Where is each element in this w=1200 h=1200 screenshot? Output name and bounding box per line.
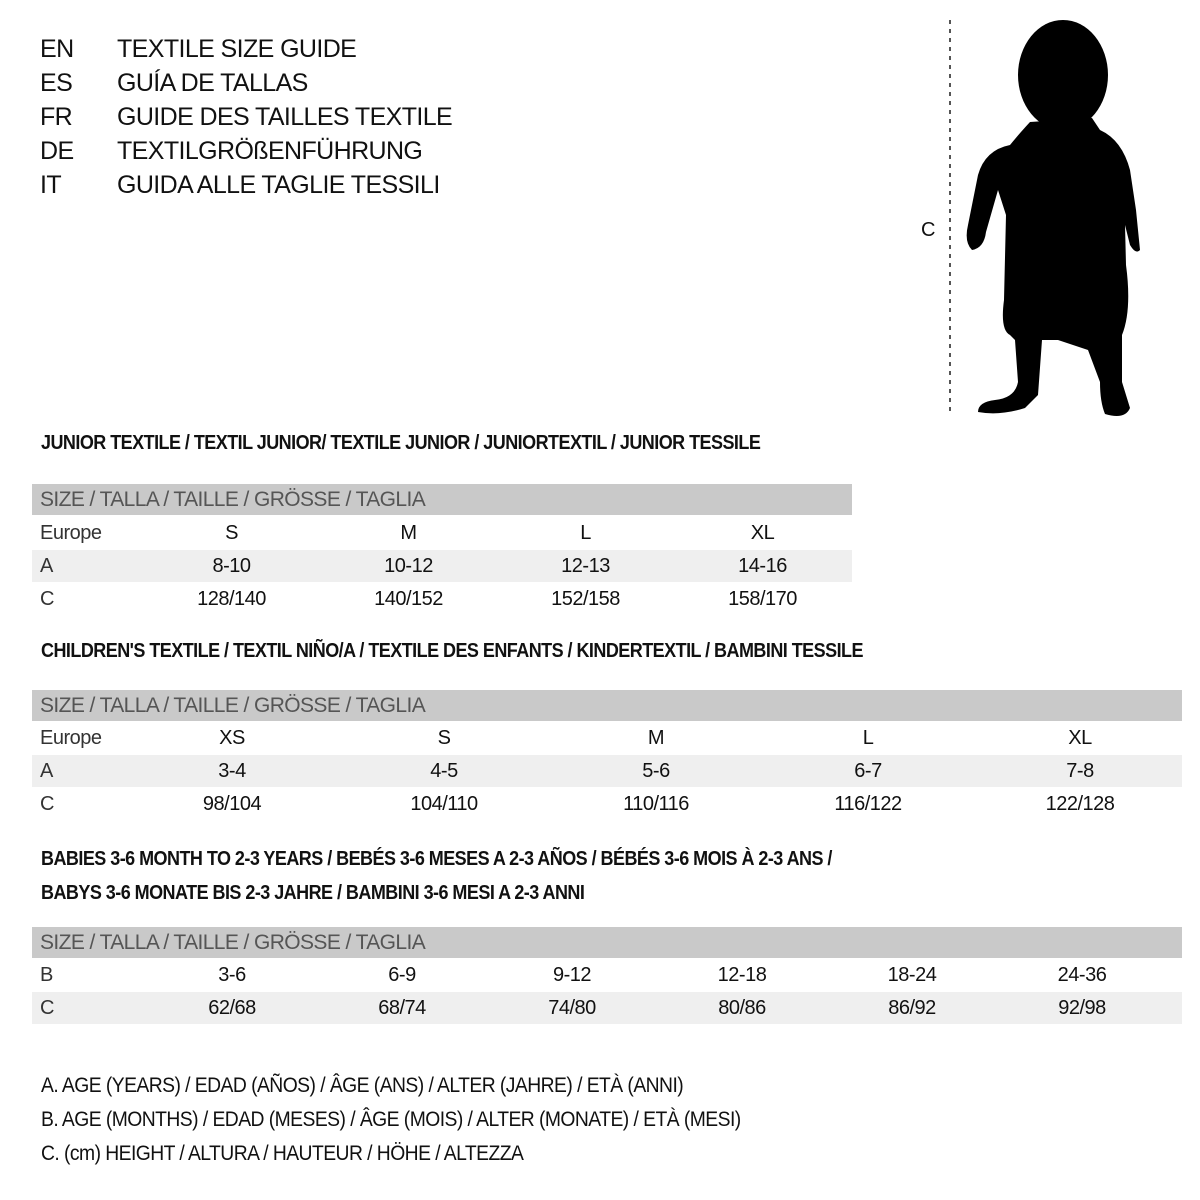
table-cell: 80/86	[718, 996, 766, 1019]
table-cell: 116/122	[834, 792, 902, 815]
title-languages: EN TEXTILE SIZE GUIDE ES GUÍA DE TALLAS FR GU…	[40, 32, 453, 202]
size-table-header: SIZE / TALLA / TAILLE / GRÖSSE / TAGLIA	[32, 484, 852, 515]
table-row: A 3-4 4-5 5-6 6-7 7-8	[32, 755, 1182, 787]
baby-silhouette-icon	[949, 20, 1140, 416]
legend-line: A. AGE (YEARS) / EDAD (AÑOS) / ÂGE (ANS)…	[41, 1074, 684, 1097]
title-line: FR GUIDE DES TAILLES TEXTILE	[40, 100, 453, 134]
row-label: B	[40, 963, 53, 986]
table-cell: 18-24	[887, 963, 937, 986]
table-cell: 110/116	[623, 792, 689, 815]
table-cell: L	[580, 521, 591, 544]
table-row: Europe XS S M L XL	[32, 722, 1182, 754]
section-title: JUNIOR TEXTILE / TEXTIL JUNIOR/ TEXTILE …	[41, 432, 761, 454]
size-table: SIZE / TALLA / TAILLE / GRÖSSE / TAGLIA B…	[32, 927, 1182, 1024]
section-title: BABIES 3-6 MONTH TO 2-3 YEARS / BEBÉS 3-…	[41, 848, 832, 870]
table-cell: 104/110	[410, 792, 478, 815]
table-cell: 12-18	[717, 963, 767, 986]
legend-line: C. (cm) HEIGHT / ALTURA / HAUTEUR / HÖHE…	[41, 1142, 524, 1165]
table-cell: 24-36	[1057, 963, 1107, 986]
table-cell: S	[225, 521, 238, 544]
row-label: Europe	[40, 726, 102, 749]
table-cell: L	[862, 726, 874, 749]
table-cell: 122/128	[1045, 792, 1115, 815]
table-cell: XS	[219, 726, 245, 749]
title-text: GUIDA ALLE TAGLIE TESSILI	[117, 171, 440, 199]
table-row: C 98/104 104/110 110/116 116/122 122/128	[32, 788, 1182, 820]
size-table: SIZE / TALLA / TAILLE / GRÖSSE / TAGLIA E…	[32, 484, 852, 615]
title-text: TEXTILE SIZE GUIDE	[117, 35, 357, 63]
row-label: A	[40, 759, 53, 782]
table-cell: 3-6	[218, 963, 246, 986]
section-title: BABYS 3-6 MONATE BIS 2-3 JAHRE / BAMBINI…	[41, 882, 585, 904]
table-cell: 74/80	[548, 996, 596, 1019]
table-cell: 3-4	[218, 759, 246, 782]
table-cell: 5-6	[642, 759, 670, 782]
title-text: TEXTILGRÖßENFÜHRUNG	[117, 137, 423, 165]
language-code: EN	[40, 35, 74, 63]
legend-line: B. AGE (MONTHS) / EDAD (MESES) / ÂGE (MO…	[41, 1108, 741, 1131]
table-cell: 86/92	[888, 996, 936, 1019]
size-table-header: SIZE / TALLA / TAILLE / GRÖSSE / TAGLIA	[32, 690, 1182, 721]
section-title: CHILDREN'S TEXTILE / TEXTIL NIÑO/A / TEX…	[41, 640, 863, 662]
table-row: B 3-6 6-9 9-12 12-18 18-24 24-36	[32, 959, 1182, 991]
size-table-header: SIZE / TALLA / TAILLE / GRÖSSE / TAGLIA	[32, 927, 1182, 958]
language-code: DE	[40, 137, 74, 165]
table-cell: 152/158	[551, 587, 620, 610]
row-label: Europe	[40, 521, 102, 544]
row-label: C	[40, 792, 54, 815]
table-row: C 128/140 140/152 152/158 158/170	[32, 583, 852, 615]
table-cell: 7-8	[1066, 759, 1094, 782]
table-cell: XL	[750, 521, 775, 544]
table-cell: 4-5	[430, 759, 458, 782]
table-row: Europe S M L XL	[32, 517, 852, 549]
table-cell: 98/104	[202, 792, 262, 815]
table-cell: M	[400, 521, 417, 544]
table-cell: 14-16	[738, 554, 787, 577]
table-cell: XL	[1068, 726, 1092, 749]
table-cell: S	[437, 726, 451, 749]
table-cell: 92/98	[1058, 996, 1106, 1019]
language-code: ES	[40, 69, 73, 97]
table-row: C 62/68 68/74 74/80 80/86 86/92 92/98	[32, 992, 1182, 1024]
row-label: C	[40, 996, 54, 1019]
table-cell: 8-10	[212, 554, 251, 577]
title-text: GUIDE DES TAILLES TEXTILE	[117, 103, 453, 131]
height-measure-label: C	[921, 219, 936, 241]
title-line: IT GUIDA ALLE TAGLIE TESSILI	[40, 168, 452, 202]
table-cell: M	[647, 726, 665, 749]
size-table: SIZE / TALLA / TAILLE / GRÖSSE / TAGLIA E…	[32, 690, 1182, 820]
table-cell: 12-13	[561, 554, 610, 577]
table-cell: 128/140	[197, 587, 266, 610]
title-line: EN TEXTILE SIZE GUIDE	[40, 32, 452, 66]
abbreviation-legend: A. AGE (YEARS) / EDAD (AÑOS) / ÂGE (ANS)…	[41, 1069, 741, 1171]
title-text: GUÍA DE TALLAS	[117, 69, 308, 97]
table-row: A 8-10 10-12 12-13 14-16	[32, 550, 852, 582]
language-code: IT	[40, 171, 62, 199]
table-cell: 10-12	[384, 554, 433, 577]
table-cell: 158/170	[728, 587, 797, 610]
table-cell: 68/74	[378, 996, 426, 1019]
title-line: ES GUÍA DE TALLAS	[40, 66, 452, 100]
table-cell: 140/152	[374, 587, 443, 610]
row-label: A	[40, 554, 53, 577]
table-cell: 62/68	[208, 996, 256, 1019]
title-line: DE TEXTILGRÖßENFÜHRUNG	[40, 134, 452, 168]
table-cell: 6-9	[388, 963, 416, 986]
language-code: FR	[40, 103, 73, 131]
table-cell: 9-12	[552, 963, 592, 986]
table-cell: 6-7	[854, 759, 882, 782]
row-label: C	[40, 587, 54, 610]
